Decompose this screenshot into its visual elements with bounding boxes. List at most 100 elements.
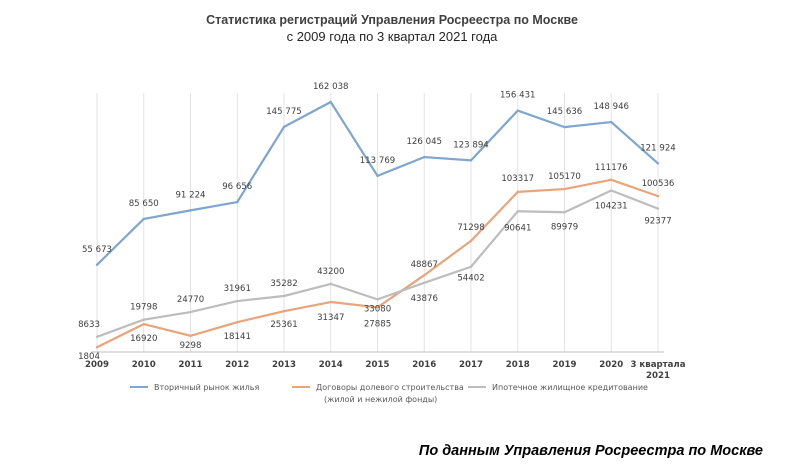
data-point	[610, 178, 613, 182]
data-point	[376, 306, 379, 309]
data-label: 54402	[457, 274, 484, 284]
data-point	[469, 239, 473, 243]
data-point	[329, 100, 332, 104]
data-point	[656, 162, 660, 165]
x-tick-label: 2016	[412, 360, 436, 370]
legend-label: Договоры долевого строительства (жилой и …	[316, 383, 464, 404]
x-tick-labels: 2009 2010 2011 2012 2013 2014 2015 2016 2017 2018…	[85, 360, 686, 381]
data-label: 92377	[644, 217, 671, 227]
data-label: 43200	[317, 267, 344, 277]
chart-subtitle: с 2009 года по 3 квартал 2021 года	[287, 29, 499, 44]
legend: Вторичный рынок жилья Договоры долевого с…	[130, 383, 648, 404]
data-label: 145 636	[547, 107, 583, 117]
legend-label: Вторичный рынок жилья	[154, 383, 259, 392]
data-point	[516, 109, 519, 112]
data-label: 90641	[504, 223, 531, 233]
data-label: 145 775	[266, 107, 302, 117]
data-label: 16920	[130, 334, 157, 344]
data-label: 162 038	[313, 82, 349, 92]
x-tick-label: 2011	[179, 360, 203, 370]
chart-title: Статистика регистраций Управления Росрее…	[206, 13, 578, 27]
series-lines	[95, 100, 660, 349]
data-label: 113 769	[360, 156, 396, 166]
data-point	[236, 321, 239, 324]
gridlines	[96, 93, 659, 352]
data-label: 18141	[224, 332, 251, 342]
data-label: 48867	[411, 260, 438, 270]
x-tick-label: 2012	[225, 360, 249, 370]
data-point	[95, 263, 99, 266]
data-label: 85 650	[129, 199, 159, 209]
data-point	[142, 217, 145, 221]
x-tick-label: 2020	[599, 360, 623, 370]
data-point	[95, 335, 99, 338]
data-point	[329, 300, 332, 304]
data-label: 35282	[270, 279, 297, 289]
data-labels: 55 673 85 650 91 224 96 656 145 775 162 038 11…	[78, 82, 676, 362]
data-label: 9298	[180, 341, 202, 351]
x-tick-label: 2014	[319, 360, 343, 370]
x-tick-label: 3 квартала 2021	[630, 360, 685, 381]
data-point	[516, 210, 519, 213]
x-tick-label: 2018	[506, 360, 530, 370]
data-point	[610, 189, 613, 192]
data-label: 91 224	[175, 190, 205, 200]
data-point	[656, 194, 660, 198]
x-tick-label: 2013	[272, 360, 296, 370]
data-label: 24770	[177, 295, 204, 305]
data-point	[329, 282, 332, 286]
data-point	[189, 310, 192, 314]
data-point	[563, 125, 566, 129]
data-point	[189, 334, 192, 337]
source-note: По данным Управления Росреестра по Москв…	[418, 443, 763, 459]
data-point	[236, 200, 239, 204]
data-point	[376, 298, 379, 301]
data-label: 123 894	[453, 140, 489, 150]
data-point	[142, 322, 145, 326]
data-label: 89979	[551, 222, 578, 232]
data-label: 25361	[270, 320, 297, 330]
data-point	[95, 346, 99, 349]
data-point	[469, 159, 473, 162]
data-label: 71298	[457, 223, 484, 233]
data-label: 148 946	[593, 102, 629, 112]
data-point	[282, 125, 286, 129]
data-point	[376, 174, 379, 178]
data-label: 27885	[364, 319, 391, 329]
x-tick-label: 2009	[85, 360, 109, 370]
data-label: 55 673	[82, 245, 112, 255]
data-point	[189, 209, 192, 212]
legend-label: Ипотечное жилищное кредитование	[492, 383, 648, 392]
x-tick-label: 2010	[132, 360, 156, 370]
x-tick-label: 2019	[553, 360, 577, 370]
data-label: 43876	[411, 294, 438, 304]
data-point	[610, 120, 613, 124]
data-point	[423, 155, 426, 159]
data-point	[563, 211, 566, 214]
data-label: 100536	[642, 179, 675, 189]
data-point	[469, 265, 473, 268]
data-label: 105170	[548, 172, 581, 182]
data-point	[282, 294, 286, 298]
data-label: 156 431	[500, 91, 536, 101]
data-point	[656, 207, 660, 210]
x-tick-label: 2017	[459, 360, 483, 370]
data-label: 121 924	[640, 143, 676, 153]
data-point	[236, 299, 239, 303]
data-label: 103317	[501, 174, 534, 184]
data-point	[282, 309, 286, 313]
data-label: 96 656	[222, 182, 252, 192]
data-point	[142, 318, 145, 321]
data-label: 19798	[130, 303, 157, 313]
data-point	[563, 187, 566, 191]
data-label: 126 045	[406, 137, 442, 147]
data-label: 31961	[224, 284, 251, 294]
x-tick-label: 2015	[366, 360, 390, 370]
data-label: 104231	[595, 201, 628, 211]
data-label: 31347	[317, 313, 344, 323]
data-point	[423, 281, 426, 285]
data-label: 8633	[78, 320, 100, 330]
data-label: 111176	[595, 163, 628, 173]
data-point	[423, 274, 426, 277]
